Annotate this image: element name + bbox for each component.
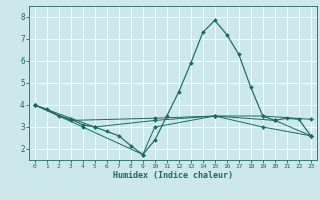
X-axis label: Humidex (Indice chaleur): Humidex (Indice chaleur) [113,171,233,180]
